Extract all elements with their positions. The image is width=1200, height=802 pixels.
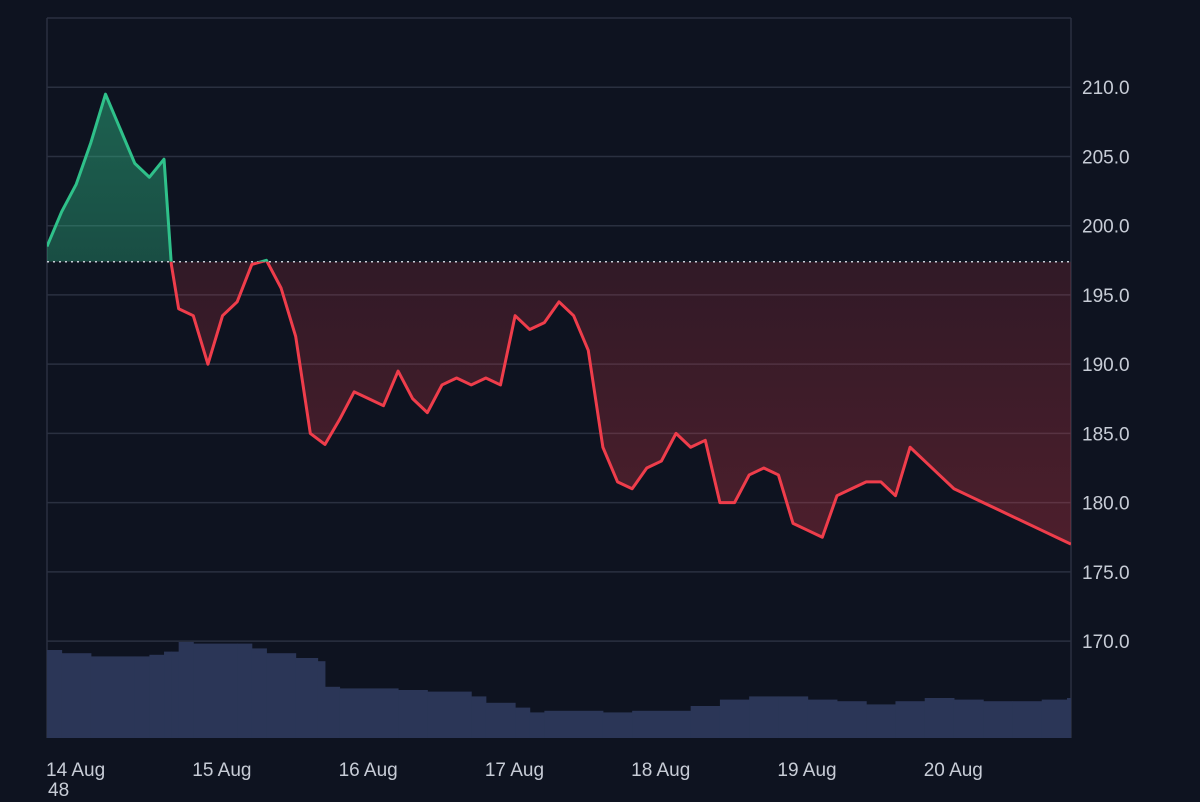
volume-bar xyxy=(134,656,150,738)
y-tick-label: 175.0 xyxy=(1082,563,1130,584)
y-tick-label: 185.0 xyxy=(1082,424,1130,445)
volume-bar xyxy=(61,653,92,738)
volume-bar xyxy=(178,642,194,738)
volume-bar xyxy=(237,643,253,738)
volume-bar xyxy=(295,658,319,738)
volume-bar xyxy=(602,712,633,738)
volume-bar xyxy=(544,710,604,738)
y-tick-label: 195.0 xyxy=(1082,286,1130,307)
volume-bar xyxy=(90,656,136,738)
volume-bar xyxy=(983,701,1013,738)
x-axis: 14 Aug 15 Aug 16 Aug 17 Aug 18 Aug 19 Aug 20 A… xyxy=(46,760,983,781)
volume-bar xyxy=(339,688,399,738)
y-tick-label: 205.0 xyxy=(1082,147,1130,168)
volume-bar xyxy=(427,691,472,738)
volume-bar xyxy=(924,698,955,738)
volume-bar xyxy=(317,661,326,738)
price-line xyxy=(47,92,1071,546)
y-axis: 170.0 175.0 180.0 185.0 190.0 195.0 200.0 205.0… xyxy=(1082,78,1130,653)
volume-bar xyxy=(836,701,867,738)
y-tick-label: 210.0 xyxy=(1082,78,1130,99)
x-tick-label: 15 Aug xyxy=(192,760,251,781)
volume-bar xyxy=(485,702,516,738)
x-tick-label: 20 Aug xyxy=(924,760,983,781)
volume-bar xyxy=(529,712,545,738)
price-line-below xyxy=(169,261,1071,546)
volume-bar xyxy=(778,696,809,738)
y-tick-label: 170.0 xyxy=(1082,632,1130,653)
area-fill-below xyxy=(171,261,1071,545)
y-tick-label: 200.0 xyxy=(1082,217,1130,238)
volume-bar xyxy=(164,651,172,738)
volume-bar xyxy=(193,643,238,738)
volume-bar xyxy=(47,650,63,738)
y-tick-label: 180.0 xyxy=(1082,494,1130,515)
volume-label: 48 xyxy=(48,780,70,801)
volume-bar xyxy=(471,696,487,738)
volume-bars xyxy=(47,642,1071,738)
area-fill-above xyxy=(47,94,1071,262)
area-fill xyxy=(47,94,1071,545)
x-tick-label: 16 Aug xyxy=(339,760,398,781)
volume-bar xyxy=(895,701,926,738)
x-tick-label: 18 Aug xyxy=(631,760,690,781)
volume-bar xyxy=(953,699,984,738)
volume-bar xyxy=(1012,701,1043,738)
volume-bar xyxy=(807,699,838,738)
volume-bar xyxy=(632,710,692,738)
volume-bar xyxy=(171,651,180,738)
volume-bar xyxy=(149,654,165,738)
volume-bar xyxy=(324,686,341,738)
volume-bar xyxy=(690,706,721,738)
y-tick-label: 190.0 xyxy=(1082,355,1130,376)
volume-bar xyxy=(749,696,779,738)
volume-bar xyxy=(515,707,531,738)
volume-bar xyxy=(719,699,750,738)
x-tick-label: 14 Aug xyxy=(46,760,105,781)
volume-bar xyxy=(1041,699,1071,738)
volume-bar xyxy=(398,690,428,738)
volume-bar xyxy=(266,653,297,738)
volume-bar xyxy=(251,648,267,738)
x-tick-label: 19 Aug xyxy=(777,760,836,781)
volume-bar xyxy=(1067,698,1071,738)
x-tick-label: 17 Aug xyxy=(485,760,544,781)
volume-bar xyxy=(866,704,896,738)
